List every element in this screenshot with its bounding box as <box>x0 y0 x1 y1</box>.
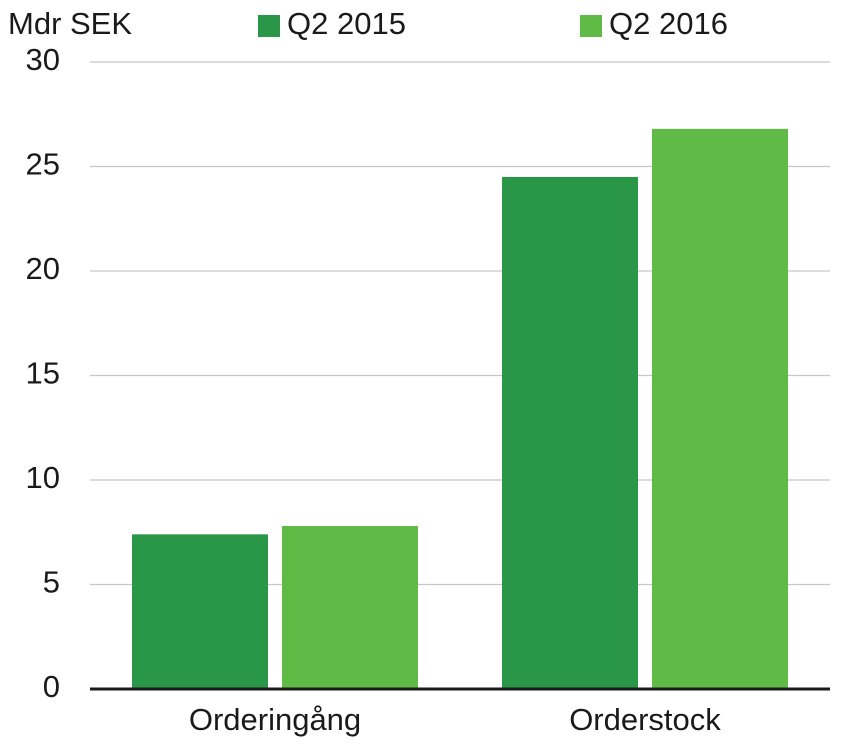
y-tick-label: 0 <box>43 669 60 704</box>
legend-swatch <box>580 15 602 37</box>
y-axis-label: Mdr SEK <box>8 6 132 41</box>
legend-swatch <box>258 15 280 37</box>
x-tick-label: Orderstock <box>569 702 721 737</box>
bar <box>502 176 638 689</box>
y-tick-label: 5 <box>43 565 60 600</box>
bar <box>132 534 268 689</box>
y-tick-label: 15 <box>26 356 60 391</box>
y-tick-label: 25 <box>26 147 60 182</box>
x-tick-label: Orderingång <box>189 702 361 737</box>
legend-label: Q2 2016 <box>609 6 728 41</box>
y-tick-label: 10 <box>26 460 60 495</box>
y-tick-label: 30 <box>26 42 60 77</box>
legend-label: Q2 2015 <box>287 6 406 41</box>
bar <box>652 128 788 689</box>
y-tick-label: 20 <box>26 251 60 286</box>
bar <box>282 525 418 689</box>
